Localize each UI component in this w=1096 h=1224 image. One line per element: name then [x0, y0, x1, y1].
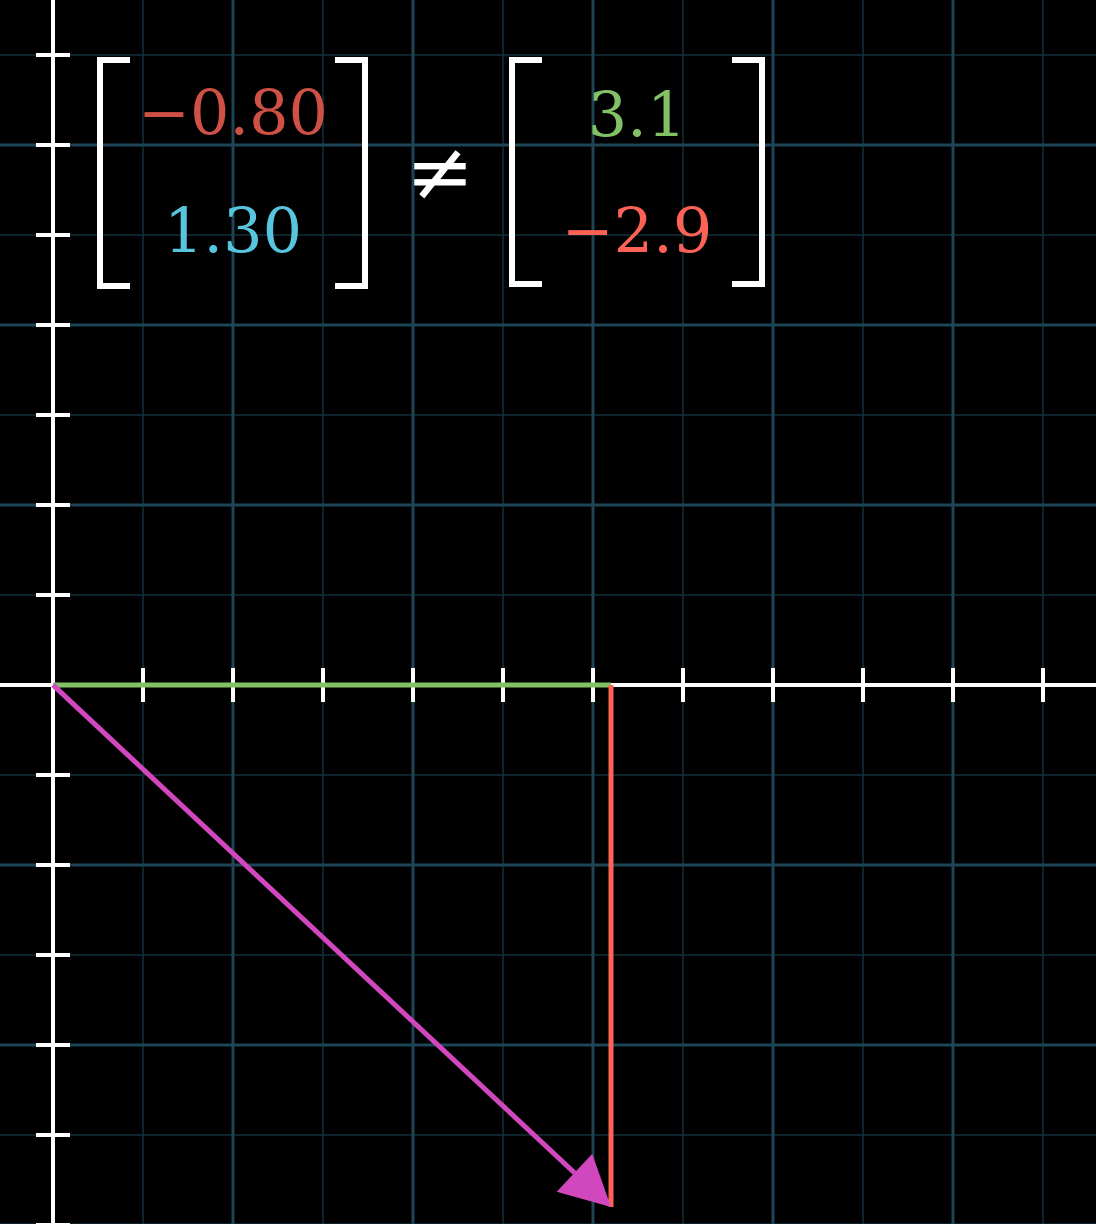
right-matrix: 3.1 −2.9	[509, 57, 765, 287]
right-matrix-close-bracket	[732, 57, 765, 287]
left-matrix-bottom-entry: 1.30	[164, 194, 302, 267]
left-matrix-top-entry: −0.80	[138, 76, 328, 149]
vectors	[51, 682, 614, 1207]
left-matrix-close-bracket	[335, 57, 368, 289]
left-matrix: −0.80 1.30	[97, 57, 368, 289]
right-matrix-bottom-entry: −2.9	[562, 194, 713, 267]
sum-vector-shaft	[51, 683, 577, 1175]
right-matrix-open-bracket	[509, 57, 542, 287]
not-equal-sign: ≠	[406, 125, 475, 220]
right-matrix-top-entry: 3.1	[588, 78, 687, 151]
left-matrix-open-bracket	[97, 57, 130, 289]
sum-vector-arrowhead	[556, 1153, 611, 1207]
vector-inequality: −0.80 1.30 ≠ 3.1 −2.9	[97, 57, 765, 289]
